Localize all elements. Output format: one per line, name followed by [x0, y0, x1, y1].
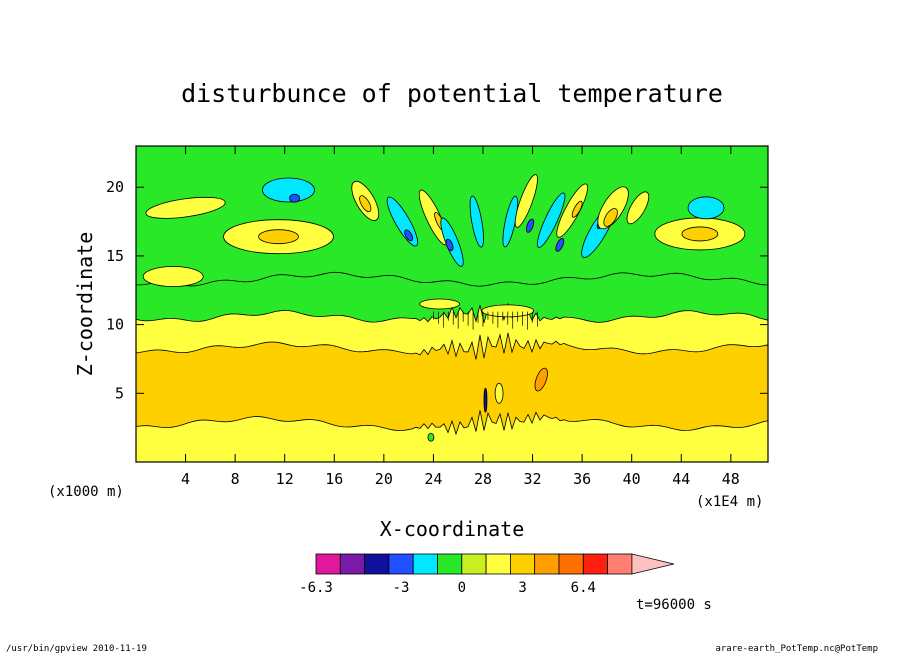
contour-features [142, 174, 746, 442]
x-tick-label: 32 [524, 470, 542, 488]
contour-fills [135, 271, 769, 463]
contour-lobe [556, 183, 588, 238]
y-axis: 5 10 15 20 [106, 178, 768, 402]
contour-lobe [514, 174, 538, 228]
contour-lobe [483, 387, 488, 413]
x-axis-title: X-coordinate [380, 517, 525, 541]
contour-lobe [626, 191, 650, 225]
contour-lobe [359, 195, 372, 213]
colorbar-swatch [509, 553, 536, 575]
contour-lobe [534, 367, 548, 392]
colorbar-swatch [412, 553, 438, 575]
x-tick-label: 12 [276, 470, 294, 488]
contour-lobe [571, 200, 583, 218]
contour-lobe [427, 432, 435, 442]
x-tick-label: 16 [325, 470, 343, 488]
contour-lobe [258, 229, 299, 245]
colorbar-swatch [607, 553, 633, 575]
contour-lobe [525, 218, 535, 233]
contour-lobe [681, 226, 719, 242]
contour-lobe [289, 193, 301, 203]
contour-lobe [145, 196, 226, 219]
x-tick-label: 8 [231, 470, 240, 488]
colorbar-label: -6.3 [299, 580, 333, 596]
colorbar-label: 6.4 [571, 580, 596, 596]
x-tick-label: 24 [424, 470, 442, 488]
colorbar-swatch [364, 553, 390, 575]
plot-area [135, 145, 769, 463]
contour-lobe [404, 229, 413, 242]
colorbar [315, 553, 674, 575]
contour-lobe [536, 192, 566, 248]
y-tick-label: 5 [115, 384, 124, 402]
footer-left: /usr/bin/gpview 2010-11-19 [6, 644, 147, 654]
contour-lobe [603, 208, 618, 227]
contour-lobe [419, 298, 461, 310]
contour-lobe [262, 177, 315, 203]
x-tick-label: 36 [573, 470, 591, 488]
colorbar-labels: -6.3 -3 0 3 6.4 [299, 580, 596, 596]
colorbar-swatch [534, 553, 560, 575]
x-tick-label: 4 [181, 470, 190, 488]
footer-right: arare-earth_PotTemp.nc@PotTemp [715, 644, 878, 654]
colorbar-swatch [437, 553, 463, 575]
colorbar-swatch [558, 553, 584, 575]
colorbar-label: 0 [458, 580, 466, 596]
band-floor [135, 410, 769, 463]
x-tick-label: 28 [474, 470, 492, 488]
y-axis-title: Z-coordinate [73, 232, 97, 377]
colorbar-label: 3 [518, 580, 526, 596]
x-tick-label: 48 [722, 470, 740, 488]
time-label: t=96000 s [636, 597, 712, 613]
x-tick-label: 40 [623, 470, 641, 488]
colorbar-extend-arrow [631, 553, 674, 575]
y-unit-label: (x1000 m) [48, 484, 124, 500]
contour-lobe [555, 238, 565, 252]
y-tick-label: 20 [106, 178, 124, 196]
x-tick-label: 44 [672, 470, 690, 488]
colorbar-swatch [388, 553, 414, 575]
contour-lobe [494, 382, 504, 404]
x-tick-label: 20 [375, 470, 393, 488]
y-tick-label: 15 [106, 247, 124, 265]
chart-title: disturbunce of potential temperature [181, 79, 723, 108]
contour-lobe [687, 196, 725, 220]
x-unit-label: (x1E4 m) [696, 494, 763, 510]
plot-frame [135, 145, 769, 463]
x-axis: 4 8 12 16 20 24 28 32 36 40 44 48 [181, 146, 740, 488]
contour-lobe [142, 266, 204, 287]
contour-line [136, 271, 769, 287]
colorbar-swatch [339, 553, 365, 575]
colorbar-label: -3 [393, 580, 410, 596]
y-tick-label: 10 [106, 316, 124, 334]
colorbar-swatch [582, 553, 608, 575]
colorbar-swatch [485, 553, 511, 575]
contour-lobe [469, 195, 484, 248]
colorbar-swatch [315, 553, 341, 575]
contour-lobe [445, 238, 454, 251]
colorbar-swatch [461, 553, 487, 575]
